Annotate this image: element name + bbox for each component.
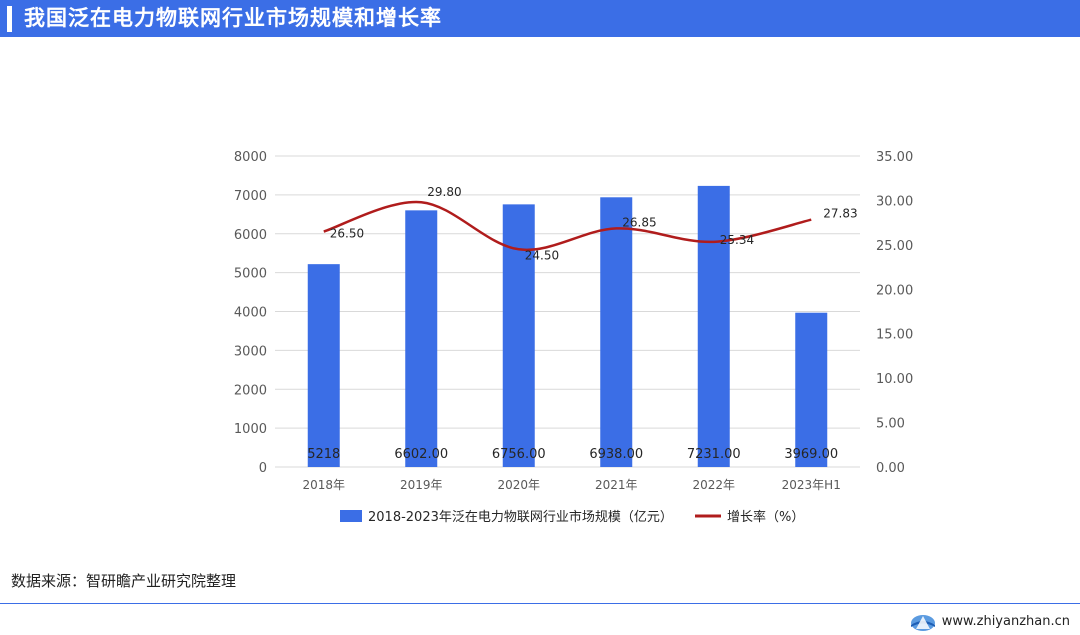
y-right-tick-label: 5.00: [876, 417, 905, 432]
y-right-tick-label: 25.00: [876, 239, 913, 254]
y-right-tick-label: 10.00: [876, 372, 913, 387]
title-accent-bar: [7, 6, 12, 32]
y-left-tick-label: 5000: [234, 267, 267, 282]
chart: 0 1000 2000 3000 4000 5000 6000 7000 8000 0.00 5.0…: [234, 150, 913, 525]
source-note: 数据来源：智研瞻产业研究院整理: [11, 572, 237, 590]
bar-data-label: 6938.00: [589, 447, 643, 462]
bar-data-label: 7231.00: [687, 447, 741, 462]
x-tick-label: 2023年H1: [782, 478, 841, 492]
growth-rate-line: [323, 200, 812, 252]
line-data-label: 26.85: [622, 215, 656, 229]
y-right-tick-label: 35.00: [876, 150, 913, 165]
footer-site-url: www.zhiyanzhan.cn: [941, 614, 1070, 629]
y-left-tick-label: 6000: [234, 228, 267, 243]
legend-bar-label: 2018-2023年泛在电力物联网行业市场规模（亿元）: [368, 509, 673, 525]
y-left-tick-label: 7000: [234, 189, 267, 204]
x-tick-label: 2022年: [692, 478, 735, 492]
bar: [307, 264, 340, 467]
line-data-label: 29.80: [427, 185, 461, 199]
bar: [600, 197, 633, 467]
bar-data-label: 5218: [307, 447, 340, 462]
legend-line-label: 增长率（%）: [727, 509, 804, 525]
bar-data-label: 3969.00: [784, 447, 838, 462]
line-data-label: 27.83: [823, 207, 857, 221]
bar: [405, 210, 438, 468]
line-data-label: 25.34: [720, 233, 754, 247]
bar-data-label: 6602.00: [394, 447, 448, 462]
y-left-tick-label: 8000: [234, 150, 267, 165]
chart-header: 我国泛在电力物联网行业市场规模和增长率: [0, 0, 1080, 37]
bar: [795, 312, 828, 467]
y-left-tick-label: 4000: [234, 306, 267, 321]
y-right-tick-label: 30.00: [876, 194, 913, 209]
y-left-tick-label: 3000: [234, 344, 267, 359]
globe-logo-icon: [910, 615, 935, 631]
bar: [697, 185, 730, 467]
y-left-tick-label: 2000: [234, 383, 267, 398]
page-title: 我国泛在电力物联网行业市场规模和增长率: [24, 6, 442, 30]
line-data-label: 26.50: [330, 227, 364, 241]
y-left-tick-label: 1000: [234, 422, 267, 437]
x-tick-label: 2018年: [302, 478, 345, 492]
y-left-tick-label: 0: [259, 461, 267, 476]
y-right-tick-label: 15.00: [876, 328, 913, 343]
x-tick-label: 2019年: [400, 478, 443, 492]
footer-site[interactable]: www.zhiyanzhan.cn: [910, 612, 1070, 632]
bar: [502, 204, 535, 467]
bar-data-label: 6756.00: [492, 447, 546, 462]
x-tick-label: 2021年: [595, 478, 638, 492]
footer-divider: [0, 603, 1080, 604]
y-right-tick-label: 0.00: [876, 461, 905, 476]
y-right-tick-label: 20.00: [876, 283, 913, 298]
x-tick-label: 2020年: [497, 478, 540, 492]
legend-bar-swatch: [340, 510, 362, 522]
line-data-label: 24.50: [525, 248, 559, 262]
